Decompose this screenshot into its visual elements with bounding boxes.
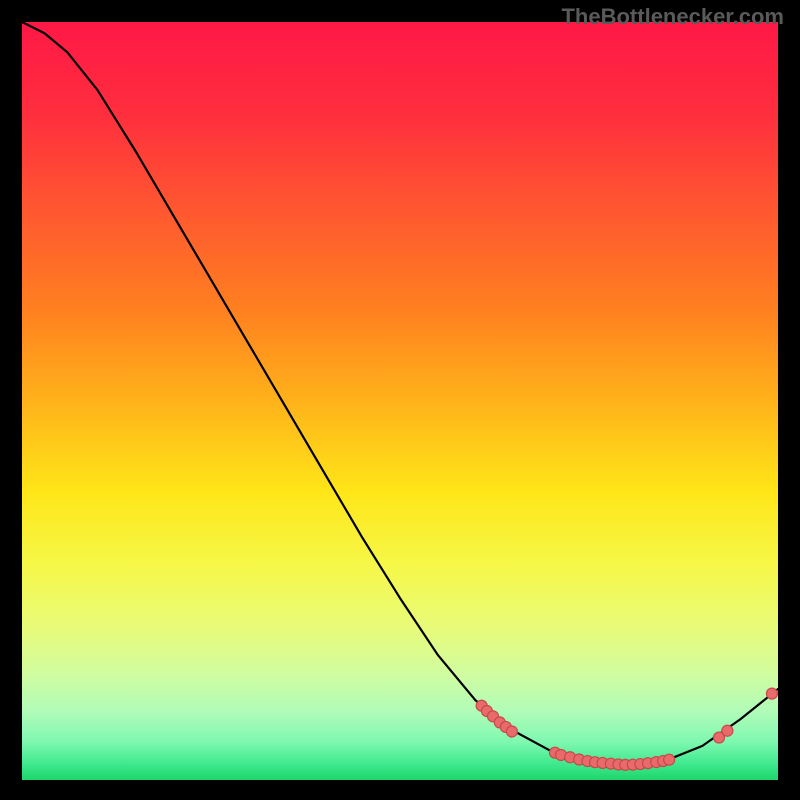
data-marker	[722, 725, 733, 736]
plot-background	[22, 22, 778, 780]
data-marker	[664, 754, 675, 765]
data-marker	[766, 688, 777, 699]
data-marker	[506, 726, 517, 737]
watermark-text: TheBottlenecker.com	[561, 4, 784, 30]
chart-svg	[0, 0, 800, 800]
bottleneck-chart: TheBottlenecker.com	[0, 0, 800, 800]
